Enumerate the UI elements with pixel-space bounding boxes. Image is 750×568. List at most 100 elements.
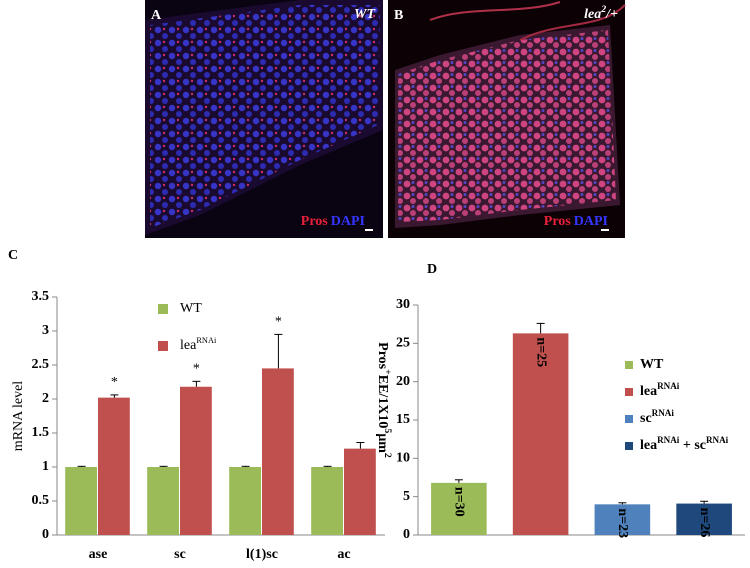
error-bar bbox=[241, 465, 250, 467]
legend-label-part: RNAi bbox=[652, 408, 675, 418]
stain-label-part: DAPI bbox=[574, 214, 608, 229]
bar bbox=[431, 482, 487, 535]
value-label: n=30 bbox=[452, 487, 467, 517]
stain-label-part: Pros bbox=[544, 214, 572, 229]
value-label: n=25 bbox=[533, 337, 548, 367]
y-axis-title-part: EE/1X10 bbox=[375, 375, 390, 429]
y-axis-title-part: Pros bbox=[375, 342, 390, 370]
y-tick-label: 0.5 bbox=[32, 493, 50, 508]
y-tick-label: 25 bbox=[396, 336, 410, 351]
legend-swatch bbox=[625, 442, 633, 450]
x-tick-label: ase bbox=[89, 547, 108, 562]
bar bbox=[147, 467, 179, 535]
legend-label-part: + sc bbox=[679, 438, 706, 453]
error-bar bbox=[323, 465, 332, 467]
y-tick-label: 3.5 bbox=[32, 289, 50, 304]
legend-label-part: RNAi bbox=[706, 435, 729, 445]
significance-mark: * bbox=[275, 315, 282, 330]
error-bar bbox=[356, 442, 365, 449]
y-tick-label: 2.5 bbox=[32, 357, 50, 372]
legend-swatch bbox=[625, 415, 633, 423]
legend-label-part: sc bbox=[640, 411, 652, 426]
error-bar bbox=[192, 380, 201, 387]
significance-mark: * bbox=[193, 362, 200, 377]
legend-label-part: lea bbox=[640, 438, 657, 453]
y-axis-title-part: μm bbox=[375, 433, 390, 453]
bar bbox=[98, 397, 130, 535]
legend-swatch bbox=[625, 388, 633, 396]
value-label: n=23 bbox=[615, 508, 630, 538]
y-axis-title-part: 2 bbox=[382, 453, 393, 458]
y-tick-label: 0 bbox=[403, 527, 410, 542]
y-tick-label: 5 bbox=[403, 489, 410, 504]
error-bar bbox=[454, 479, 463, 483]
genotype-label: WT bbox=[354, 7, 376, 22]
panel-label: A bbox=[151, 8, 162, 23]
bar bbox=[311, 467, 343, 535]
y-axis-title-part: + bbox=[382, 369, 393, 375]
error-bar bbox=[700, 500, 709, 504]
y-axis-title: mRNA level bbox=[11, 381, 26, 451]
legend-label: WT bbox=[640, 357, 664, 372]
stain-label: Pros DAPI bbox=[544, 214, 608, 229]
legend-label-part: WT bbox=[180, 301, 202, 316]
stain-label: Pros DAPI bbox=[301, 214, 365, 229]
error-bar bbox=[110, 394, 119, 398]
stain-label-part: Pros bbox=[301, 214, 329, 229]
legend-label-part: RNAi bbox=[657, 435, 680, 445]
y-axis-title-part: 5 bbox=[382, 428, 393, 433]
error-bar bbox=[536, 322, 545, 334]
legend-label-part: lea bbox=[180, 338, 197, 353]
y-tick-label: 1.5 bbox=[32, 425, 50, 440]
legend-label-part: RNAi bbox=[657, 381, 680, 391]
legend-swatch bbox=[158, 341, 168, 351]
error-bar bbox=[159, 465, 168, 467]
y-axis-title: Pros+EE/1X105μm2 bbox=[375, 342, 393, 458]
x-tick-label: ac bbox=[337, 547, 350, 562]
y-tick-label: 0 bbox=[42, 527, 49, 542]
panel-b-image bbox=[388, 0, 626, 238]
y-tick-label: 10 bbox=[396, 451, 410, 466]
panel-label: C bbox=[8, 248, 18, 263]
error-bar bbox=[618, 502, 627, 505]
significance-mark: * bbox=[111, 375, 118, 390]
y-tick-label: 15 bbox=[396, 412, 410, 427]
bar bbox=[65, 467, 97, 535]
bar bbox=[229, 467, 261, 535]
legend-label-part: lea bbox=[640, 384, 657, 399]
genotype-label-part: 2 bbox=[600, 4, 606, 15]
y-tick-label: 30 bbox=[396, 297, 410, 312]
genotype-label: lea2/+ bbox=[584, 4, 618, 22]
legend-label-part: RNAi bbox=[196, 336, 217, 345]
error-bar bbox=[77, 465, 86, 467]
panel-label: B bbox=[394, 8, 403, 23]
genotype-label-part: lea bbox=[584, 7, 601, 22]
genotype-label-part: WT bbox=[354, 7, 376, 22]
error-bar bbox=[274, 333, 283, 369]
legend-label: WT bbox=[180, 301, 202, 316]
legend-swatch bbox=[625, 361, 633, 369]
legend-swatch bbox=[158, 304, 168, 314]
panel-a-image bbox=[145, 0, 383, 238]
stain-label-part: DAPI bbox=[331, 214, 365, 229]
genotype-label-part: /+ bbox=[605, 7, 618, 22]
bar bbox=[262, 368, 294, 535]
x-tick-label: sc bbox=[174, 547, 186, 562]
legend-label: scRNAi bbox=[640, 408, 674, 426]
legend-label: leaRNAi + scRNAi bbox=[640, 435, 729, 453]
y-tick-label: 1 bbox=[42, 459, 49, 474]
value-label: n=26 bbox=[697, 508, 712, 538]
bar bbox=[676, 503, 732, 535]
bar bbox=[344, 448, 376, 535]
y-tick-label: 2 bbox=[42, 391, 49, 406]
legend-label-part: WT bbox=[640, 357, 664, 372]
bar bbox=[180, 386, 212, 535]
bar bbox=[512, 333, 569, 535]
y-tick-label: 20 bbox=[396, 374, 410, 389]
x-tick-label: l(1)sc bbox=[246, 547, 278, 562]
legend-label: leaRNAi bbox=[640, 381, 680, 399]
y-tick-label: 3 bbox=[42, 323, 49, 338]
bar bbox=[594, 504, 651, 535]
panel-label: D bbox=[427, 262, 437, 277]
